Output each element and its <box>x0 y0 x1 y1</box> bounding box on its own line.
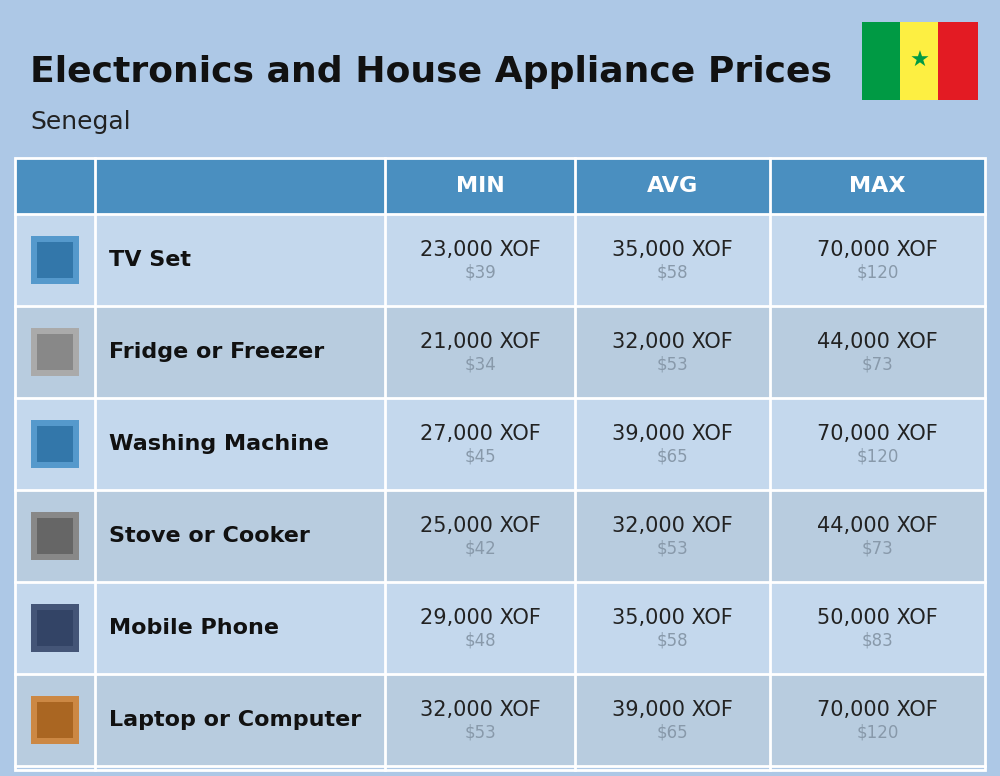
Text: 27,000 XOF: 27,000 XOF <box>420 424 540 444</box>
Bar <box>15 214 985 306</box>
Text: 32,000 XOF: 32,000 XOF <box>612 332 733 352</box>
Text: 32,000 XOF: 32,000 XOF <box>612 516 733 536</box>
Text: Senegal: Senegal <box>30 110 131 134</box>
Text: 44,000 XOF: 44,000 XOF <box>817 332 938 352</box>
Text: Laptop or Computer: Laptop or Computer <box>109 710 361 730</box>
Text: $73: $73 <box>862 356 893 374</box>
Text: 44,000 XOF: 44,000 XOF <box>817 516 938 536</box>
Bar <box>15 490 985 582</box>
Text: 39,000 XOF: 39,000 XOF <box>612 424 733 444</box>
Text: $120: $120 <box>856 448 899 466</box>
Text: 32,000 XOF: 32,000 XOF <box>420 700 540 720</box>
Bar <box>37 242 73 278</box>
Text: $65: $65 <box>657 448 688 466</box>
Text: AVG: AVG <box>647 176 698 196</box>
Text: $120: $120 <box>856 264 899 282</box>
Text: $58: $58 <box>657 632 688 650</box>
Text: 50,000 XOF: 50,000 XOF <box>817 608 938 628</box>
Text: $73: $73 <box>862 540 893 558</box>
Text: 25,000 XOF: 25,000 XOF <box>420 516 540 536</box>
Text: Electronics and House Appliance Prices: Electronics and House Appliance Prices <box>30 55 832 89</box>
Bar <box>31 328 79 376</box>
Bar <box>862 22 900 100</box>
Text: $53: $53 <box>464 724 496 742</box>
Bar <box>15 398 985 490</box>
Bar <box>31 236 79 284</box>
Text: MAX: MAX <box>849 176 906 196</box>
Bar <box>31 420 79 468</box>
Bar <box>15 158 985 214</box>
Bar <box>37 610 73 646</box>
Text: Washing Machine: Washing Machine <box>109 434 329 454</box>
Text: 70,000 XOF: 70,000 XOF <box>817 700 938 720</box>
Text: $65: $65 <box>657 724 688 742</box>
Text: 21,000 XOF: 21,000 XOF <box>420 332 540 352</box>
Text: 29,000 XOF: 29,000 XOF <box>420 608 540 628</box>
Text: 39,000 XOF: 39,000 XOF <box>612 700 733 720</box>
Text: 35,000 XOF: 35,000 XOF <box>612 240 733 260</box>
Text: $39: $39 <box>464 264 496 282</box>
Text: 23,000 XOF: 23,000 XOF <box>420 240 540 260</box>
Bar <box>31 604 79 652</box>
Bar <box>938 22 978 100</box>
Text: $53: $53 <box>657 540 688 558</box>
Bar <box>37 426 73 462</box>
Text: $48: $48 <box>464 632 496 650</box>
Bar <box>37 334 73 370</box>
Text: $120: $120 <box>856 724 899 742</box>
Text: $83: $83 <box>862 632 893 650</box>
Bar <box>15 306 985 398</box>
Text: Fridge or Freezer: Fridge or Freezer <box>109 342 324 362</box>
Bar <box>31 696 79 744</box>
Text: Mobile Phone: Mobile Phone <box>109 618 279 638</box>
Text: ★: ★ <box>910 51 930 71</box>
Text: $42: $42 <box>464 540 496 558</box>
Text: $58: $58 <box>657 264 688 282</box>
Bar <box>37 518 73 554</box>
Text: $34: $34 <box>464 356 496 374</box>
Text: 70,000 XOF: 70,000 XOF <box>817 424 938 444</box>
Text: 35,000 XOF: 35,000 XOF <box>612 608 733 628</box>
Bar <box>15 582 985 674</box>
Text: $53: $53 <box>657 356 688 374</box>
Text: Stove or Cooker: Stove or Cooker <box>109 526 310 546</box>
Text: 70,000 XOF: 70,000 XOF <box>817 240 938 260</box>
Bar <box>15 674 985 766</box>
Bar <box>31 512 79 560</box>
Text: TV Set: TV Set <box>109 250 191 270</box>
Bar <box>15 158 985 770</box>
Bar <box>37 702 73 738</box>
Bar <box>900 22 938 100</box>
Text: $45: $45 <box>464 448 496 466</box>
Text: MIN: MIN <box>456 176 504 196</box>
